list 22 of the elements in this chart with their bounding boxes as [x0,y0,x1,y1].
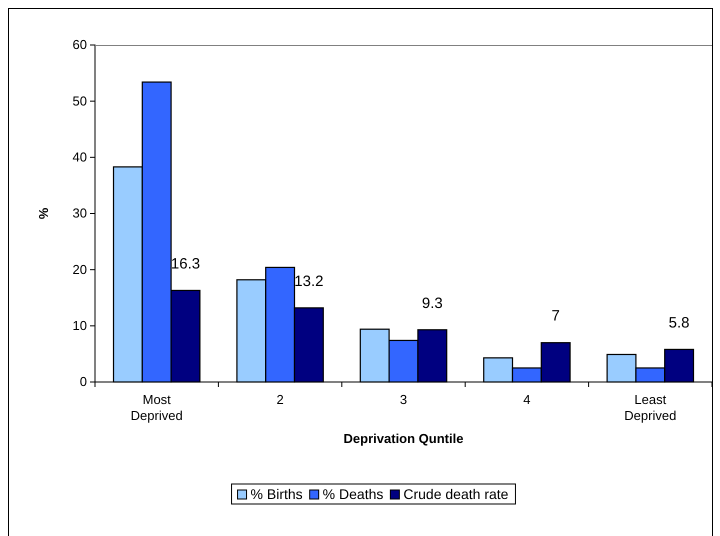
y-tick-label: 40 [72,149,87,164]
legend-label: % Deaths [322,486,384,502]
y-tick-label: 10 [72,318,87,333]
legend-label: Crude death rate [403,486,509,502]
y-tick-label: 30 [72,206,87,221]
x-tick-label: 3 [400,392,408,407]
x-tick-label: 2 [276,392,284,407]
y-tick-label: 20 [72,262,87,277]
data-label: 9.3 [422,294,443,312]
y-axis-title: % [36,207,51,220]
y-tick-label: 0 [80,374,87,390]
data-label: 13.2 [294,272,324,290]
x-tick-label: Least Deprived [624,392,676,423]
data-label: 16.3 [170,255,200,272]
legend-label: % Births [250,486,303,502]
data-label: 5.8 [668,314,690,332]
data-label: 7 [552,308,560,325]
x-tick-label: Most Deprived [130,392,183,423]
x-tick-label: 4 [523,392,531,407]
y-tick-label: 60 [72,37,87,52]
x-axis-title: Deprivation Quntile [344,431,464,446]
y-tick-label: 50 [72,93,87,108]
